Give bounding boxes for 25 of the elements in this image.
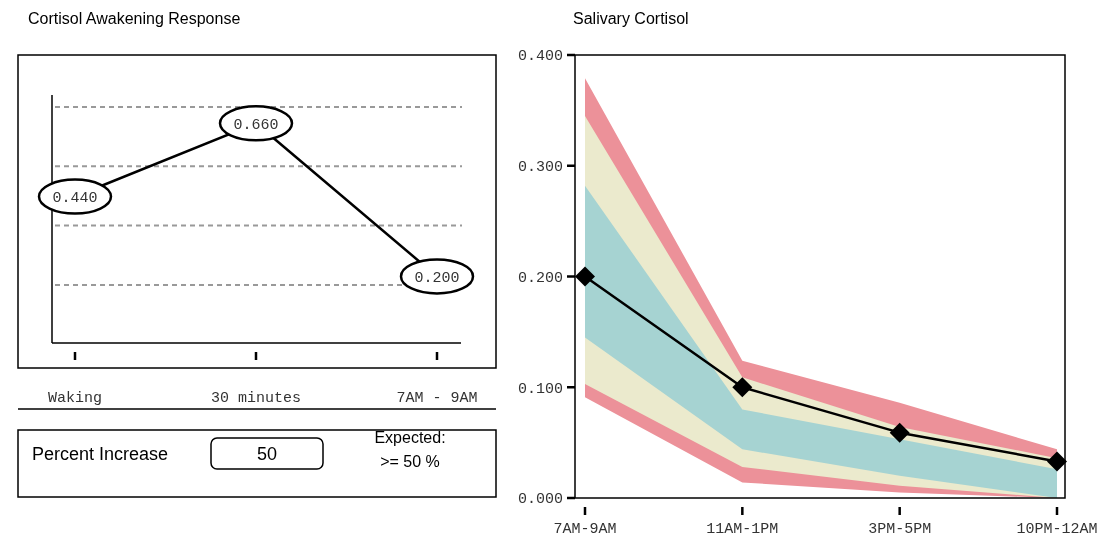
x-tick-label: Waking — [47, 390, 103, 407]
text: Expected: — [374, 429, 446, 446]
y-tick-label: 0.200 — [517, 269, 563, 287]
point — [1047, 451, 1067, 472]
x-tick-label: 7AM-9AM — [553, 521, 617, 538]
text: >= 50 % — [380, 453, 440, 470]
x-tick-label: 7AM - 9AM — [396, 390, 478, 407]
data-label: 0.440 — [52, 189, 98, 207]
x-tick-label: 30 minutes — [210, 390, 302, 407]
y-tick-label: 0.000 — [517, 491, 563, 509]
x-tick-label: 3PM-5PM — [868, 521, 932, 538]
x-tick-label: 10PM-12AM — [1016, 521, 1098, 538]
y-tick-label: 0.300 — [517, 159, 563, 176]
x-tick-label: 11AM-1PM — [706, 521, 779, 538]
point — [889, 422, 910, 443]
text: Percent Increase — [32, 444, 169, 464]
text: 50 — [256, 444, 278, 464]
y-tick-label: 0.400 — [517, 48, 563, 66]
chart-title: Salivary Cortisol — [573, 10, 689, 27]
data-label: 0.200 — [414, 269, 460, 287]
point — [732, 377, 753, 398]
data-label: 0.660 — [233, 116, 279, 134]
y-tick-label: 0.100 — [517, 380, 563, 398]
chart-title: Cortisol Awakening Response — [28, 10, 241, 27]
point — [575, 266, 595, 287]
